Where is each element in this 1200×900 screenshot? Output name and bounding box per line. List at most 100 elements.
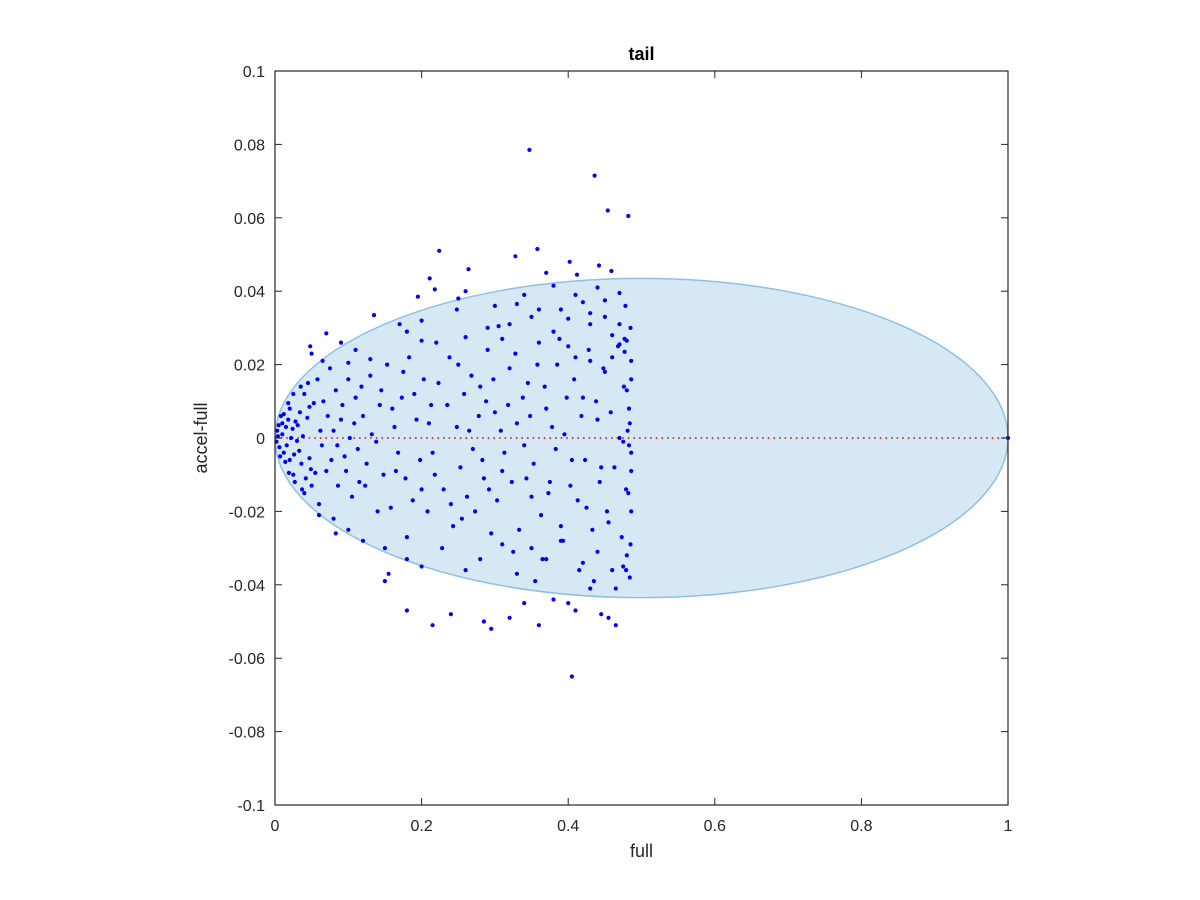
data-point (595, 285, 600, 290)
x-axis-label: full (630, 841, 653, 861)
data-point (522, 601, 527, 606)
data-point (307, 456, 312, 461)
data-point (588, 322, 593, 327)
data-point (558, 538, 564, 543)
data-point (601, 366, 606, 371)
data-point (335, 443, 340, 448)
data-point (363, 483, 368, 488)
data-point (463, 335, 468, 340)
data-point (590, 527, 595, 532)
data-point (553, 446, 558, 452)
data-point (385, 362, 390, 367)
data-point (506, 402, 511, 408)
data-point (459, 516, 464, 521)
data-point (353, 395, 358, 400)
data-point (364, 461, 369, 466)
y-axis: 0.1 0.08 0.06 0.04 0.02 0 -0.02 -0.04 -0.06 -0.08… (229, 64, 1008, 815)
data-point (276, 423, 281, 428)
data-point (333, 388, 338, 393)
data-point (412, 391, 417, 397)
data-point (340, 402, 345, 408)
data-point (529, 314, 534, 319)
data-point (454, 424, 459, 430)
data-point (290, 426, 295, 431)
data-point (419, 338, 424, 343)
data-point (551, 283, 556, 288)
data-point (612, 465, 617, 470)
data-point (315, 377, 320, 382)
data-point (311, 401, 316, 406)
data-point (401, 369, 406, 374)
data-point (403, 476, 408, 481)
data-point (371, 313, 377, 318)
data-point (368, 357, 373, 362)
data-point (476, 413, 481, 419)
data-point (550, 424, 555, 430)
data-point (440, 546, 445, 551)
data-point (327, 366, 333, 371)
data-point (458, 465, 463, 470)
data-point (324, 468, 329, 474)
y-tick-label: -0.08 (229, 725, 266, 742)
data-point (599, 465, 604, 470)
data-point (429, 402, 434, 408)
data-point (577, 568, 582, 573)
data-point (473, 509, 478, 514)
data-point (623, 303, 628, 308)
data-point (448, 502, 453, 507)
data-point (454, 307, 459, 312)
data-point (308, 467, 313, 472)
data-point (275, 428, 280, 433)
data-point (295, 423, 300, 428)
y-axis-label: accel-full (191, 402, 211, 473)
data-point (321, 399, 326, 404)
data-point (573, 355, 578, 360)
data-point (390, 406, 395, 411)
data-point (514, 571, 520, 576)
data-point (280, 432, 285, 437)
data-point (507, 615, 512, 620)
data-point (624, 553, 629, 558)
data-point (313, 470, 318, 475)
data-point (369, 432, 374, 437)
data-point (610, 355, 615, 360)
scatter-points (274, 147, 1011, 679)
data-point (564, 395, 569, 400)
data-point (485, 347, 490, 352)
data-point (595, 417, 600, 422)
data-point (558, 524, 564, 529)
data-point (586, 347, 591, 352)
data-point (338, 340, 344, 345)
y-tick-label: 0.08 (234, 137, 265, 154)
data-point (539, 513, 544, 518)
data-point (386, 571, 391, 576)
data-point (309, 351, 314, 356)
data-point (615, 344, 621, 349)
data-point (595, 549, 600, 554)
data-point (629, 509, 634, 514)
data-point (467, 428, 472, 433)
data-point (568, 483, 573, 488)
data-point (602, 369, 608, 374)
data-point (514, 301, 520, 307)
data-point (624, 388, 629, 393)
data-point (430, 623, 435, 628)
data-point (509, 479, 514, 485)
data-point (492, 410, 497, 415)
data-point (602, 314, 608, 319)
y-tick-label: -0.1 (237, 798, 265, 815)
data-point (621, 384, 627, 389)
data-point (625, 428, 630, 433)
data-point (291, 472, 296, 477)
data-point (470, 446, 475, 452)
data-point (284, 443, 289, 448)
data-point (588, 311, 593, 316)
data-point (478, 384, 483, 389)
data-point (602, 298, 608, 303)
data-point (622, 349, 627, 354)
y-tick-label: -0.06 (229, 651, 266, 668)
data-point (580, 300, 586, 305)
data-point (441, 487, 446, 492)
data-point (316, 502, 322, 507)
data-point (536, 307, 542, 312)
